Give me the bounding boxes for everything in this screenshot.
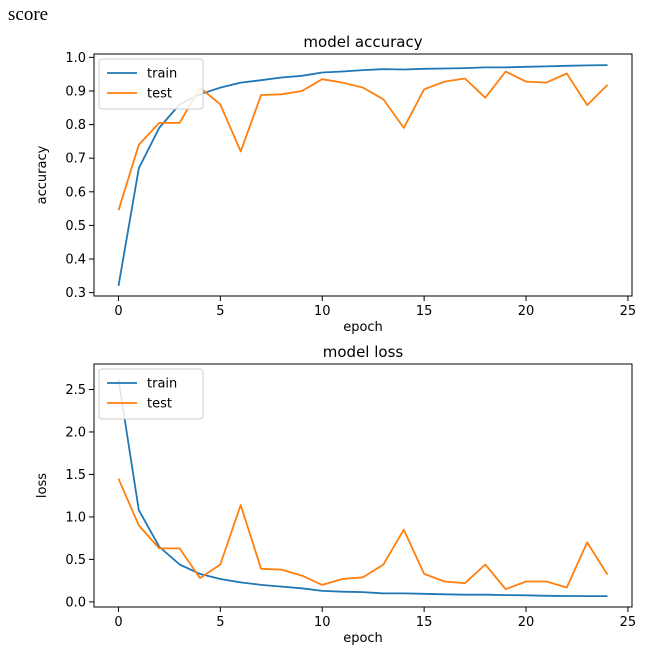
chart-title: model loss (323, 343, 404, 361)
x-tick-label: 15 (416, 615, 433, 630)
legend-label-test: test (147, 87, 172, 102)
x-axis-label: epoch (343, 320, 383, 335)
x-tick-label: 0 (114, 304, 122, 319)
y-tick-label: 0.6 (65, 185, 86, 200)
y-tick-label: 0.3 (65, 286, 86, 301)
y-tick-label: 0.4 (65, 253, 86, 268)
y-tick-label: 0.7 (65, 152, 86, 167)
y-tick-label: 1.0 (65, 51, 86, 66)
y-axis-label: accuracy (35, 145, 50, 204)
legend: train test (98, 58, 204, 110)
y-tick-label: 0.5 (65, 553, 86, 568)
x-tick-label: 25 (620, 304, 637, 319)
y-tick-label: 1.0 (65, 510, 86, 525)
y-tick-label: 2.0 (65, 425, 86, 440)
x-tick-label: 20 (518, 615, 535, 630)
x-tick-label: 15 (416, 304, 433, 319)
x-tick-label: 10 (314, 304, 331, 319)
legend-label-train: train (147, 377, 177, 392)
legend-label-train: train (147, 67, 177, 82)
caption-text: score (8, 4, 49, 25)
y-tick-label: 0.8 (65, 118, 86, 133)
series-line-test (117, 478, 609, 591)
y-axis-label: loss (35, 473, 50, 498)
x-tick-label: 0 (114, 615, 122, 630)
chart-title: model accuracy (303, 33, 422, 51)
chart-1: model accuracy 0 5 10 15 20 25 0.3 0.4 0.5 0.6 0.7 0… (35, 33, 636, 335)
plot-frame (93, 363, 633, 608)
y-tick-label: 0.9 (65, 84, 86, 99)
legend-box (98, 58, 204, 110)
legend: train test (98, 368, 204, 420)
x-axis-label: epoch (343, 631, 383, 646)
x-tick-label: 25 (620, 615, 637, 630)
legend-label-test: test (147, 397, 172, 412)
plot-frame (93, 53, 633, 297)
series-line-train (117, 379, 608, 597)
y-tick-label: 2.5 (65, 383, 86, 398)
x-tick-label: 10 (314, 615, 331, 630)
y-tick-label: 0.0 (65, 595, 86, 610)
x-tick-label: 5 (216, 304, 224, 319)
chart-2: model loss 0 5 10 15 20 25 0.0 0.5 1.0 1.5 2.0 2.5 ep… (35, 343, 636, 646)
y-tick-label: 1.5 (65, 468, 86, 483)
x-tick-label: 20 (518, 304, 535, 319)
x-tick-label: 5 (216, 615, 224, 630)
y-tick-label: 0.5 (65, 219, 86, 234)
legend-box (98, 368, 204, 420)
